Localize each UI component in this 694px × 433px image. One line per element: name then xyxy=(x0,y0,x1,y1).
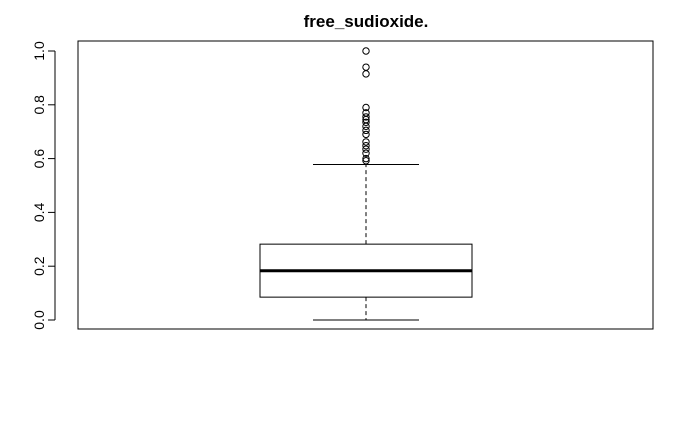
y-tick-label: 0.4 xyxy=(31,202,47,222)
outlier-point xyxy=(362,126,370,135)
outlier-point xyxy=(362,113,370,121)
chart-title: free_sudioxide. xyxy=(304,12,429,31)
outlier-point xyxy=(362,154,370,163)
y-axis-ticks: 0.0 0.2 0.4 0.6 0.8 1.0 xyxy=(31,41,55,330)
outlier-point xyxy=(362,47,370,55)
outlier-point xyxy=(362,63,370,71)
y-tick-label: 0.0 xyxy=(31,310,47,330)
outlier-point xyxy=(362,70,370,78)
outlier-point xyxy=(362,118,370,126)
outlier-point xyxy=(362,157,370,165)
plot-frame xyxy=(77,40,654,330)
y-tick-label: 0.2 xyxy=(31,256,47,276)
outlier-point xyxy=(362,149,370,157)
outlier-point xyxy=(362,109,370,117)
y-tick-label: 0.8 xyxy=(31,95,47,115)
outlier-point xyxy=(362,103,370,112)
y-tick-label: 1.0 xyxy=(31,41,47,61)
plot-area xyxy=(259,47,473,321)
y-tick-label: 0.6 xyxy=(31,149,47,169)
outlier-point xyxy=(362,138,370,146)
outlier-point xyxy=(362,141,370,150)
outlier-point xyxy=(362,145,370,153)
outlier-point xyxy=(362,130,370,139)
